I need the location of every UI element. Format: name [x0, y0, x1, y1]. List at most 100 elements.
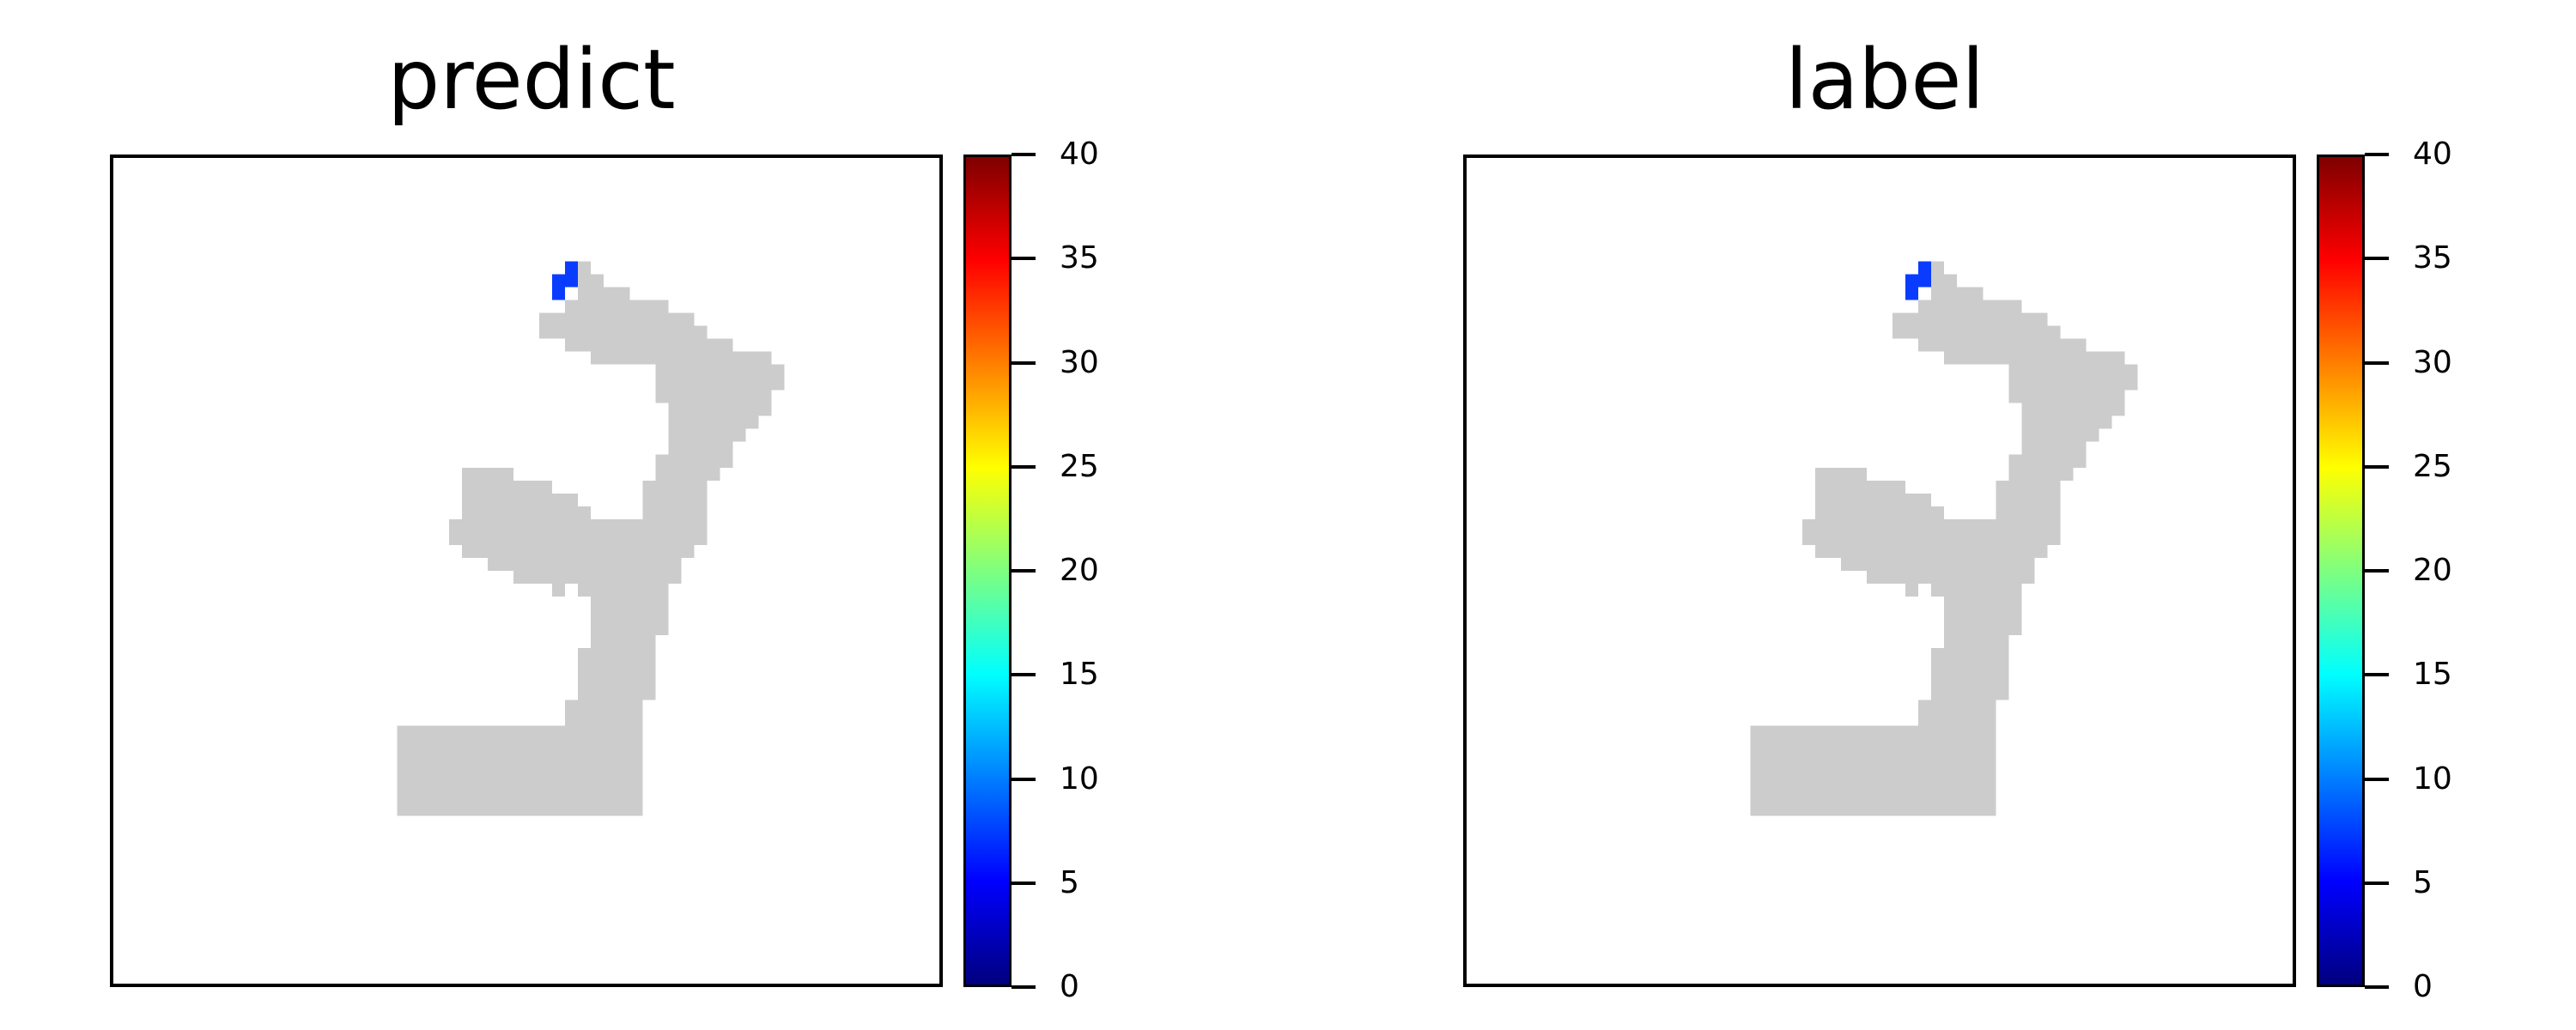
- mask-cell: [668, 415, 759, 429]
- mask-cell: [668, 428, 746, 442]
- mask-cell: [397, 764, 643, 778]
- colorbar-tick-label: 15: [1060, 657, 1099, 693]
- mask-cell: [2021, 428, 2099, 442]
- mask-cell: [1801, 518, 2061, 532]
- value-cell: [1918, 261, 1932, 275]
- mask-cell: [397, 751, 643, 765]
- mask-cell: [1944, 597, 2022, 610]
- colorbar-tick-label: 5: [1060, 864, 1079, 900]
- mask-cell: [2008, 364, 2138, 378]
- colorbar-tick-mark: [1012, 360, 1036, 365]
- mask-cell: [655, 467, 720, 481]
- mask-cell: [565, 712, 643, 726]
- mask-cell: [539, 312, 695, 326]
- colorbar-tick-mark: [1012, 881, 1036, 885]
- mask-cell: [1931, 648, 2009, 662]
- colorbar-tick-mark: [1012, 569, 1036, 573]
- mask-cell: [1931, 287, 1984, 300]
- colorbar-tick-label: 0: [2413, 969, 2433, 1004]
- mask-cell: [1996, 506, 2061, 519]
- mask-cell: [1931, 584, 2022, 597]
- value-cell: [565, 274, 579, 288]
- mask-cell: [1918, 338, 2087, 352]
- colorbar-tick-mark: [2365, 673, 2389, 677]
- colorbar-tick-mark: [1012, 257, 1036, 261]
- mask-cell: [397, 738, 643, 752]
- mask-cell: [397, 725, 643, 739]
- mask-cell: [1944, 635, 2009, 649]
- colorbar-tick-label: 20: [2413, 553, 2452, 588]
- colorbar-ticks: 0 5 10 15 20 25 30 35 40: [1012, 137, 1140, 1004]
- mask-cell: [487, 557, 682, 571]
- mask-cell: [591, 597, 669, 610]
- mask-cell: [1944, 609, 2022, 623]
- value-cell: [552, 274, 566, 288]
- mask-cell: [565, 700, 643, 713]
- mask-cell: [461, 493, 579, 506]
- colorbar-tick-label: 20: [1060, 553, 1099, 588]
- mask-cell: [642, 493, 708, 506]
- heatmap-image: [397, 261, 785, 816]
- colorbar-tick-mark: [2365, 464, 2389, 469]
- value-cell: [552, 287, 566, 300]
- mask-cell: [668, 403, 772, 416]
- mask-cell: [655, 364, 785, 378]
- mask-cell: [1931, 261, 1945, 275]
- colorbar-tick-mark: [2365, 569, 2389, 573]
- colorbar-tick-label: 0: [1060, 969, 1079, 1004]
- colorbar-tick-mark: [1012, 464, 1036, 469]
- mask-cell: [2008, 467, 2074, 481]
- mask-cell: [1814, 467, 1867, 481]
- mask-cell: [1944, 622, 2022, 636]
- colorbar-tick-label: 35: [1060, 240, 1099, 276]
- mask-cell: [1996, 493, 2061, 506]
- mask-cell: [397, 803, 643, 816]
- colorbar: [2317, 154, 2365, 987]
- value-cell: [1905, 274, 1919, 288]
- mask-cell: [461, 480, 553, 494]
- mask-cell: [1931, 687, 2009, 700]
- mask-cell: [578, 674, 656, 688]
- mask-cell: [578, 648, 656, 662]
- mask-cell: [1931, 674, 2009, 688]
- mask-cell: [1814, 506, 1945, 519]
- mask-cell: [1750, 751, 1996, 765]
- mask-cell: [513, 571, 682, 585]
- mask-cell: [2008, 390, 2125, 403]
- mask-cell: [1840, 557, 2035, 571]
- chart-title: label: [1784, 32, 1985, 128]
- colorbar-ticks: 0 5 10 15 20 25 30 35 40: [2365, 137, 2494, 1004]
- mask-cell: [578, 584, 669, 597]
- mask-cell: [591, 622, 669, 636]
- mask-cell: [448, 518, 708, 532]
- mask-cell: [591, 609, 669, 623]
- mask-cell: [2008, 377, 2138, 391]
- mask-cell: [397, 790, 643, 803]
- colorbar-tick-mark: [2365, 153, 2389, 156]
- colorbar-tick-mark: [1012, 153, 1036, 156]
- mask-cell: [655, 377, 785, 391]
- mask-cell: [1750, 790, 1996, 803]
- mask-cell: [578, 687, 656, 700]
- mask-cell: [1944, 351, 2125, 365]
- colorbar-tick-label: 15: [2413, 657, 2452, 693]
- mask-cell: [397, 777, 643, 791]
- heatmap-plot-area: [110, 154, 943, 987]
- mask-cell: [461, 506, 592, 519]
- mask-cell: [2021, 403, 2125, 416]
- mask-cell: [591, 635, 656, 649]
- colorbar-tick-label: 25: [2413, 448, 2452, 484]
- mask-cell: [1918, 712, 1996, 726]
- mask-cell: [578, 261, 592, 275]
- heatmap-image: [1750, 261, 2138, 816]
- value-cell: [1905, 287, 1919, 300]
- colorbar-tick-mark: [2365, 360, 2389, 365]
- mask-cell: [642, 506, 708, 519]
- predict-panel: predict 0 5 10 15 20 25 30 35 40: [0, 0, 1202, 1030]
- colorbar-tick-mark: [2365, 985, 2389, 989]
- mask-cell: [655, 390, 772, 403]
- heatmap-plot-area: [1463, 154, 2296, 987]
- mask-cell: [1814, 480, 1906, 494]
- mask-cell: [552, 584, 566, 597]
- colorbar-tick-label: 25: [1060, 448, 1099, 484]
